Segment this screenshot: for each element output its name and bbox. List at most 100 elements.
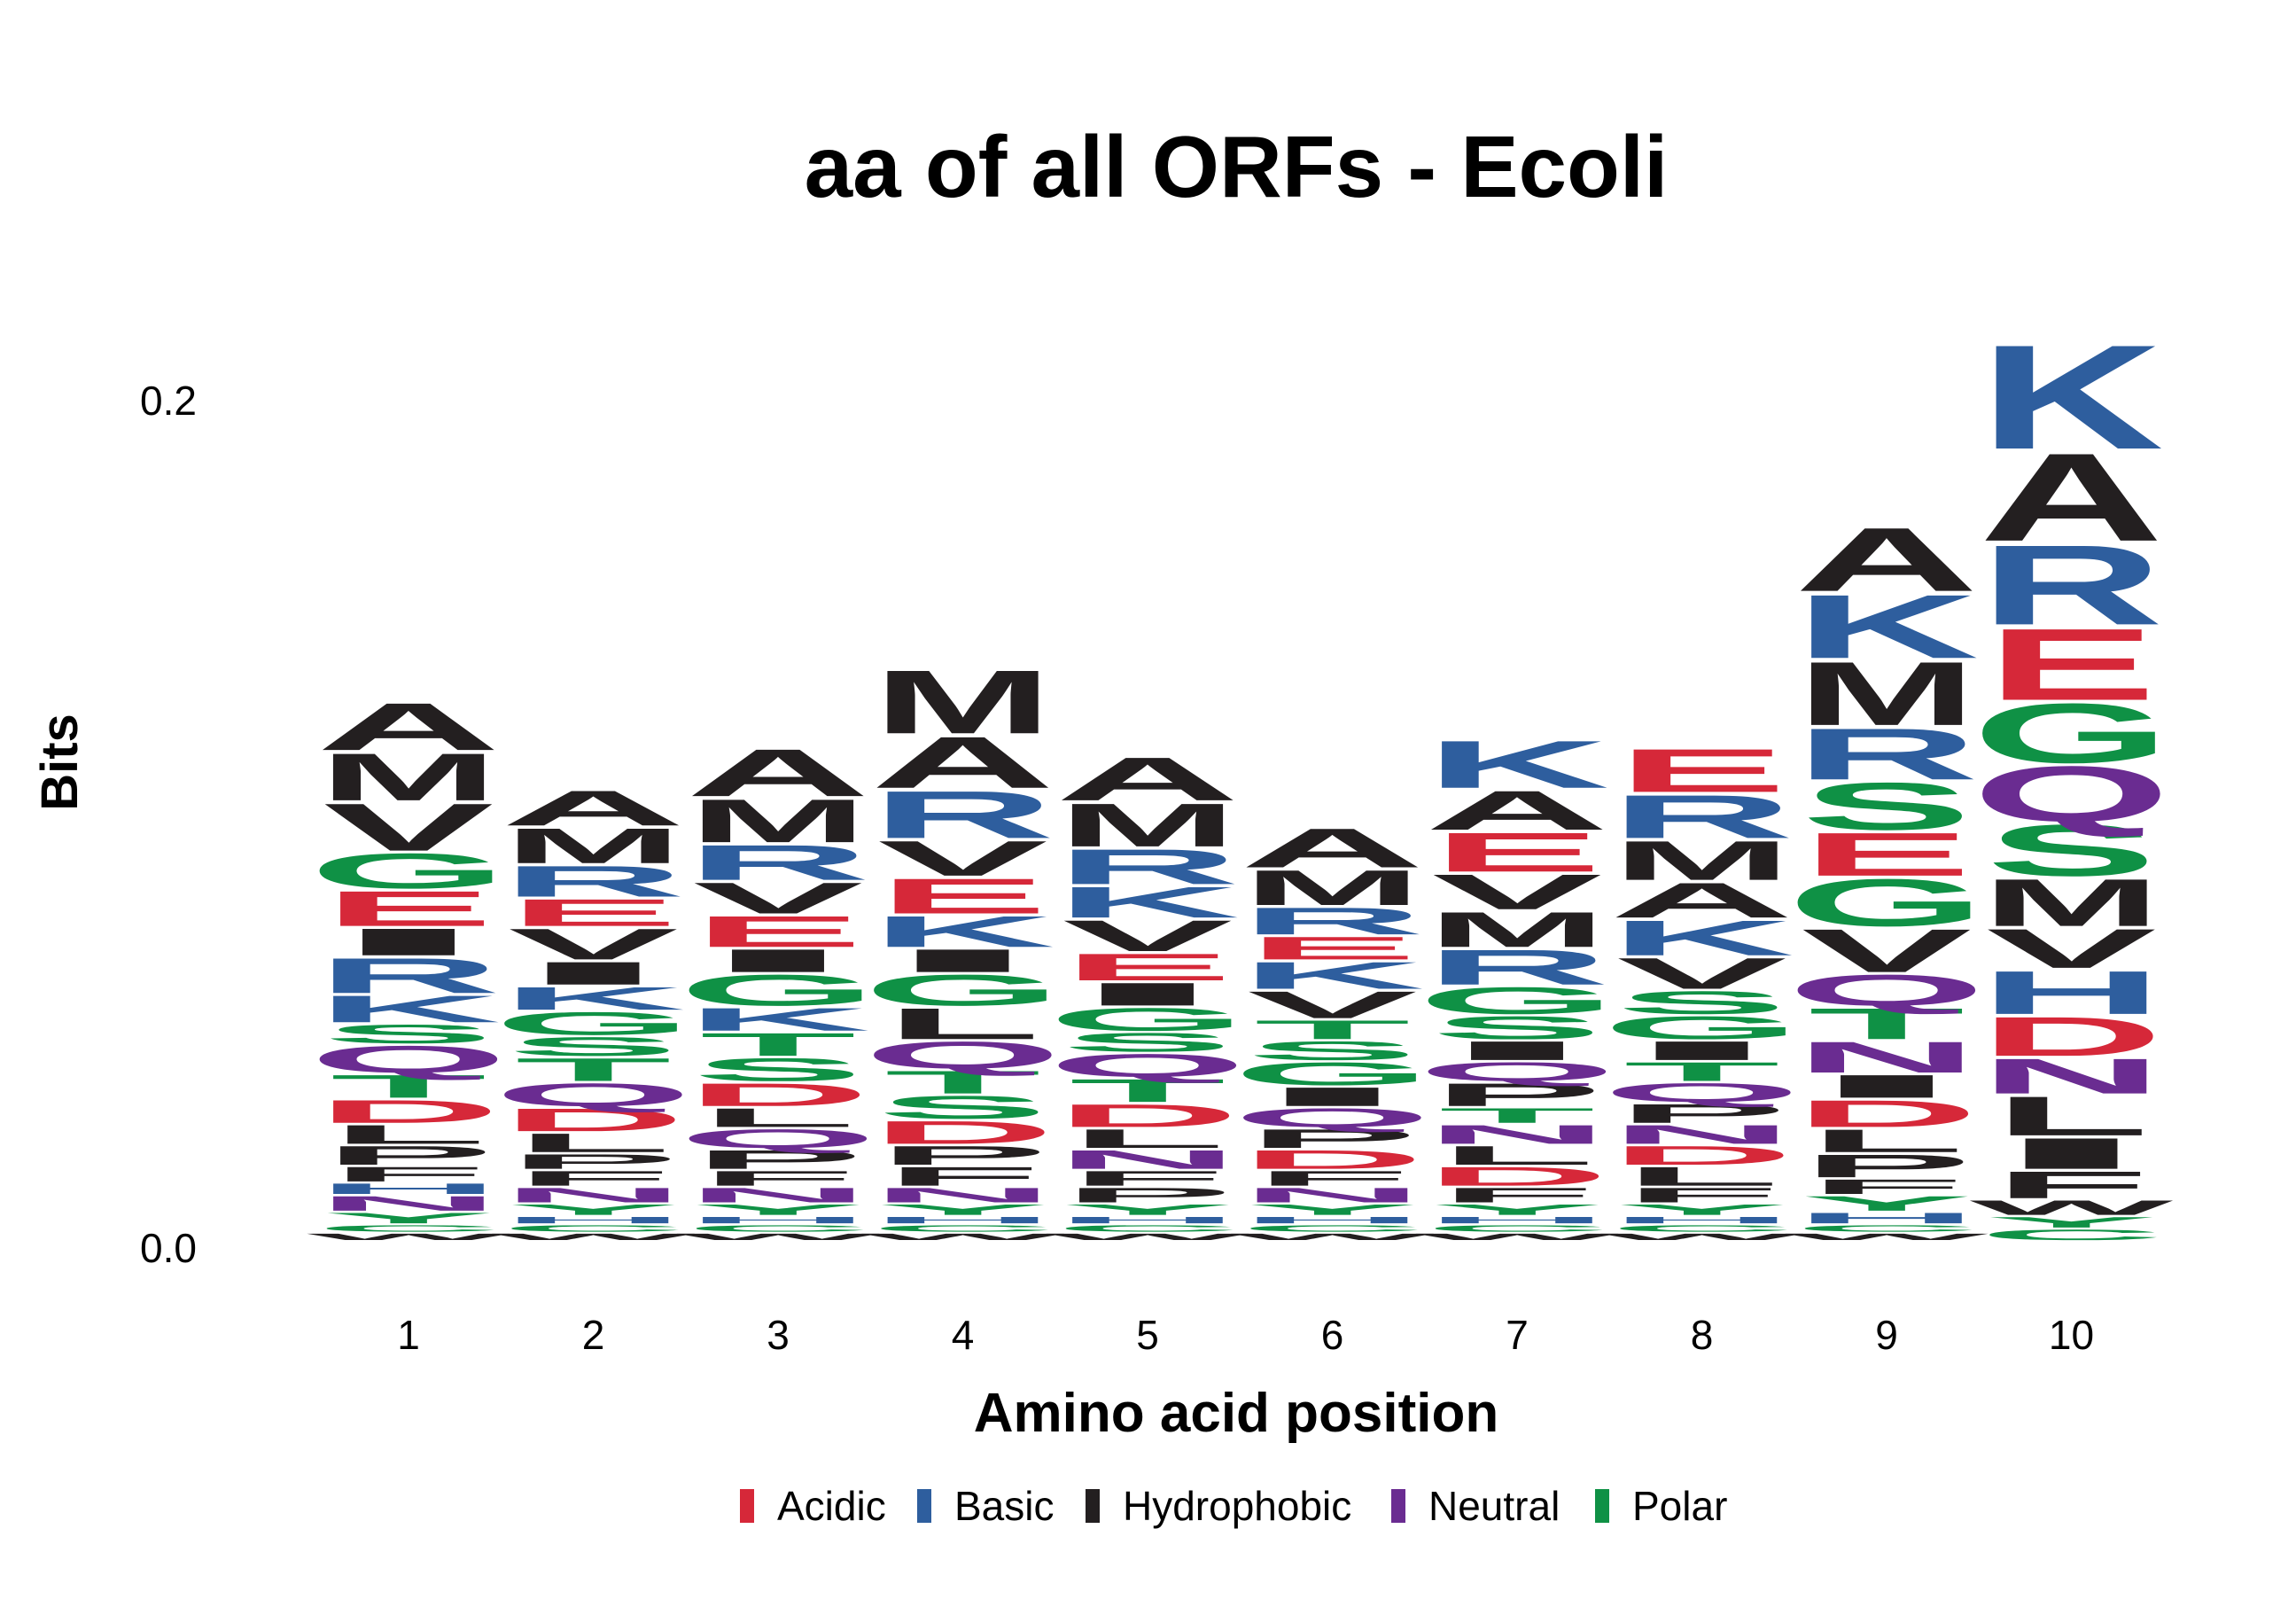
logo-letter-C: C — [1240, 1223, 1424, 1234]
logo-letter-P: P — [1062, 1183, 1233, 1206]
legend-label-polar: Polar — [1632, 1483, 1727, 1529]
logo-letter-G: G — [494, 1005, 692, 1041]
x-axis-label: Amino acid position — [974, 1383, 1498, 1444]
logo-letter-D: D — [1979, 1006, 2163, 1068]
legend-swatch-polar — [1595, 1489, 1609, 1523]
logo-letter-F: F — [1439, 1183, 1595, 1206]
logo-letter-L: L — [1993, 1085, 2149, 1147]
logo-letter-K: K — [1979, 315, 2163, 481]
logo-letter-G: G — [1972, 686, 2170, 781]
logo-letter-A: A — [1055, 745, 1240, 813]
x-tick-label-2: 2 — [582, 1312, 605, 1358]
logo-letter-C: C — [1979, 1227, 2163, 1244]
logo-letter-E: E — [323, 881, 494, 937]
logo-letter-V: V — [508, 920, 678, 969]
logo-letter-Y: Y — [508, 1201, 678, 1218]
logo-letter-G: G — [863, 965, 1062, 1014]
logo-letter-S: S — [1432, 1010, 1602, 1046]
logo-letter-R: R — [1794, 714, 1979, 795]
logo-letter-E: E — [1062, 946, 1233, 988]
logo-letter-N: N — [1240, 1183, 1424, 1206]
x-tick-label-3: 3 — [767, 1312, 790, 1358]
legend-swatch-basic — [917, 1489, 931, 1523]
logo-letter-N: N — [1979, 1049, 2163, 1104]
logo-letter-K: K — [316, 987, 501, 1030]
logo-letter-T: T — [700, 1026, 856, 1063]
chart-title: aa of all ORFs - Ecoli — [805, 118, 1669, 215]
logo-letter-L: L — [700, 1103, 856, 1133]
logo-letter-I: I — [1059, 976, 1236, 1012]
logo-letter-D: D — [870, 1114, 1055, 1150]
legend-label-hydrophobic: Hydrophobic — [1123, 1483, 1351, 1529]
logo-letter-A: A — [501, 781, 685, 837]
logo-letter-P: P — [693, 1145, 863, 1175]
legend-item-acidic: Acidic — [740, 1483, 886, 1529]
logo-letter-H: H — [1240, 1215, 1424, 1226]
logo-letter-C: C — [1425, 1223, 1609, 1234]
logo-letter-M: M — [1981, 865, 2161, 940]
logo-letter-K: K — [1425, 727, 1609, 802]
logo-letter-P: P — [877, 1141, 1047, 1171]
logo-letter-R: R — [686, 835, 870, 891]
logo-letter-P: P — [508, 1150, 678, 1174]
logo-letter-A: A — [1794, 509, 1979, 610]
logo-letter-C: C — [686, 1223, 870, 1234]
logo-letter-S: S — [1062, 1027, 1233, 1057]
logo-letter-E: E — [1986, 607, 2156, 722]
logo-letter-V: V — [693, 874, 863, 923]
logo-letter-V: V — [323, 790, 494, 865]
logo-letter-S: S — [1802, 768, 1972, 844]
legend-item-basic: Basic — [917, 1483, 1054, 1529]
logo-stacks: WCYNHFPLDTQSKRIEGVMAWCHYNFPLDQTSGKIVERMA… — [307, 315, 2173, 1244]
logo-letter-R: R — [1240, 900, 1424, 942]
logo-letter-H: H — [1979, 958, 2163, 1026]
logo-letter-A: A — [316, 689, 501, 764]
logo-letter-K: K — [1240, 954, 1424, 996]
logo-letter-V: V — [1802, 916, 1972, 985]
logo-letter-H: H — [1425, 1215, 1609, 1226]
logo-letter-F: F — [884, 1161, 1040, 1191]
x-tick-label-1: 1 — [397, 1312, 420, 1358]
logo-letter-N: N — [686, 1183, 870, 1206]
legend-swatch-neutral — [1391, 1489, 1405, 1523]
logo-letter-H: H — [1055, 1215, 1240, 1226]
logo-letter-I: I — [1798, 1068, 1975, 1104]
x-tick-label-6: 6 — [1321, 1312, 1344, 1358]
logo-letter-G: G — [1602, 1010, 1801, 1046]
logo-letter-C: C — [1609, 1223, 1794, 1234]
logo-letter-W: W — [861, 1232, 1065, 1243]
legend-label-basic: Basic — [954, 1483, 1054, 1529]
logo-letter-K: K — [1609, 910, 1794, 966]
logo-letter-N: N — [501, 1183, 685, 1206]
x-tick-label-7: 7 — [1506, 1312, 1529, 1358]
legend-label-acidic: Acidic — [777, 1483, 886, 1529]
logo-letter-Q: Q — [679, 1124, 877, 1154]
x-tick-label-9: 9 — [1875, 1312, 1898, 1358]
logo-letter-Y: Y — [1986, 1214, 2156, 1231]
logo-letter-N: N — [870, 1183, 1055, 1206]
logo-letter-C: C — [1055, 1223, 1240, 1234]
logo-letter-W: W — [1600, 1232, 1804, 1243]
logo-letter-H: H — [686, 1215, 870, 1226]
logo-letter-P: P — [1802, 1148, 1972, 1184]
logo-letter-I: I — [1982, 1129, 2160, 1179]
logo-letter-R: R — [1979, 522, 2163, 649]
logo-letter-M: M — [1612, 830, 1792, 892]
logo-letter-D: D — [1609, 1141, 1794, 1171]
logo-letter-D: D — [1794, 1092, 1979, 1135]
logo-letter-V: V — [877, 831, 1047, 886]
logo-letter-Q: Q — [1418, 1057, 1616, 1087]
logo-letter-W: W — [492, 1232, 696, 1243]
logo-letter-M: M — [503, 818, 683, 874]
logo-letter-A: A — [1240, 817, 1424, 879]
logo-letter-P: P — [1247, 1124, 1417, 1154]
logo-letter-G: G — [679, 965, 877, 1014]
logo-letter-T: T — [1809, 999, 1965, 1048]
logo-letter-T: T — [1623, 1057, 1779, 1087]
